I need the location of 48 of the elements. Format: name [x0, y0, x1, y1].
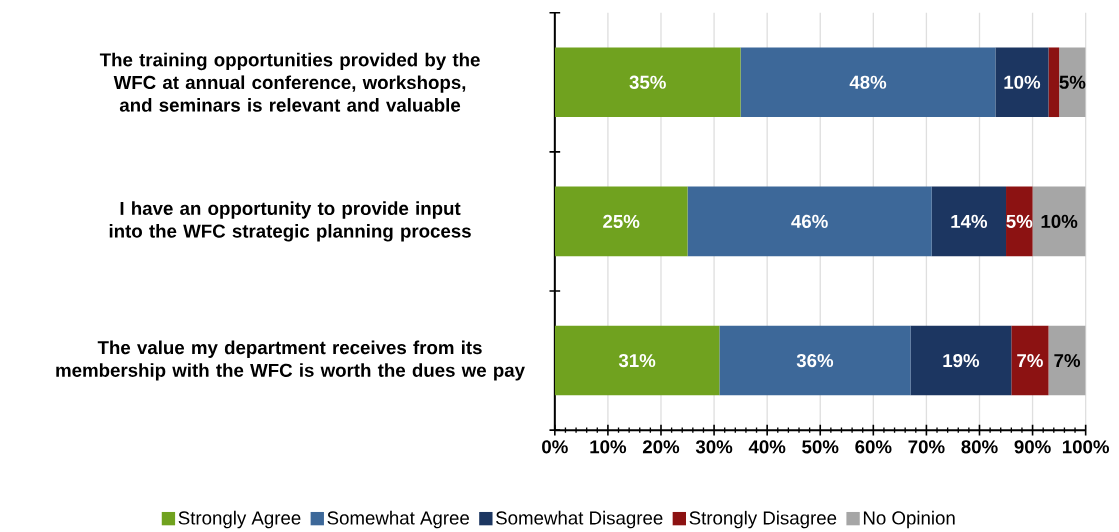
bar: [740, 47, 996, 117]
bar: [1032, 186, 1086, 257]
y-tick-label: I have an opportunity to provide input into the WFC strategic planning process: [109, 201, 471, 242]
data-label: 48%: [849, 75, 887, 89]
x-tick-label: 80%: [961, 440, 998, 454]
bar: [554, 186, 688, 257]
data-label: 14%: [951, 214, 988, 228]
x-tick-label: 0%: [542, 440, 568, 454]
bar: [1048, 47, 1060, 117]
data-label: 10%: [1041, 214, 1078, 228]
y-tick-label: The value my department receives from its membership with the WFC is worth the dues we pay: [56, 340, 525, 381]
data-label: 5%: [1059, 75, 1086, 89]
legend-label: Strongly Agree: [178, 510, 301, 529]
data-label: 19%: [943, 353, 980, 368]
bar: [687, 186, 932, 257]
legend-label: Somewhat Agree: [327, 510, 469, 529]
data-label: 5%: [1006, 214, 1033, 228]
data-label: 25%: [603, 214, 640, 228]
data-label: 46%: [791, 214, 828, 228]
bar: [554, 325, 720, 396]
legend-label: Strongly Disagree: [689, 510, 837, 529]
legend-label: No Opinion: [863, 510, 955, 529]
x-tick-label: 60%: [855, 440, 892, 454]
bar: [719, 325, 911, 396]
x-tick-label: 40%: [748, 440, 786, 454]
data-label: 35%: [629, 75, 666, 89]
bar: [1011, 325, 1049, 396]
bar: [1048, 325, 1086, 396]
x-tick-label: 90%: [1014, 440, 1051, 454]
data-label: 10%: [1004, 75, 1041, 89]
x-tick-label: 70%: [908, 440, 945, 454]
x-tick-label: 100%: [1062, 440, 1110, 454]
bar: [1006, 186, 1033, 257]
x-tick-label: 50%: [802, 440, 839, 454]
bar: [995, 47, 1049, 117]
x-tick-label: 30%: [695, 440, 733, 454]
bar: [554, 47, 741, 117]
bar: [910, 325, 1012, 396]
y-tick-label: The training opportunities provided by the WFC at annual conference, workshops, and seminars is relevant and valuable: [99, 52, 480, 112]
x-tick-label: 10%: [590, 440, 627, 454]
data-label: 36%: [796, 353, 834, 368]
data-label: 7%: [1054, 353, 1081, 368]
data-label: 31%: [618, 353, 656, 368]
legend-label: Somewhat Disagree: [496, 510, 663, 529]
data-label: 7%: [1017, 353, 1043, 368]
bar: [931, 186, 1007, 257]
bar: [1059, 47, 1086, 117]
x-tick-label: 20%: [642, 440, 680, 454]
